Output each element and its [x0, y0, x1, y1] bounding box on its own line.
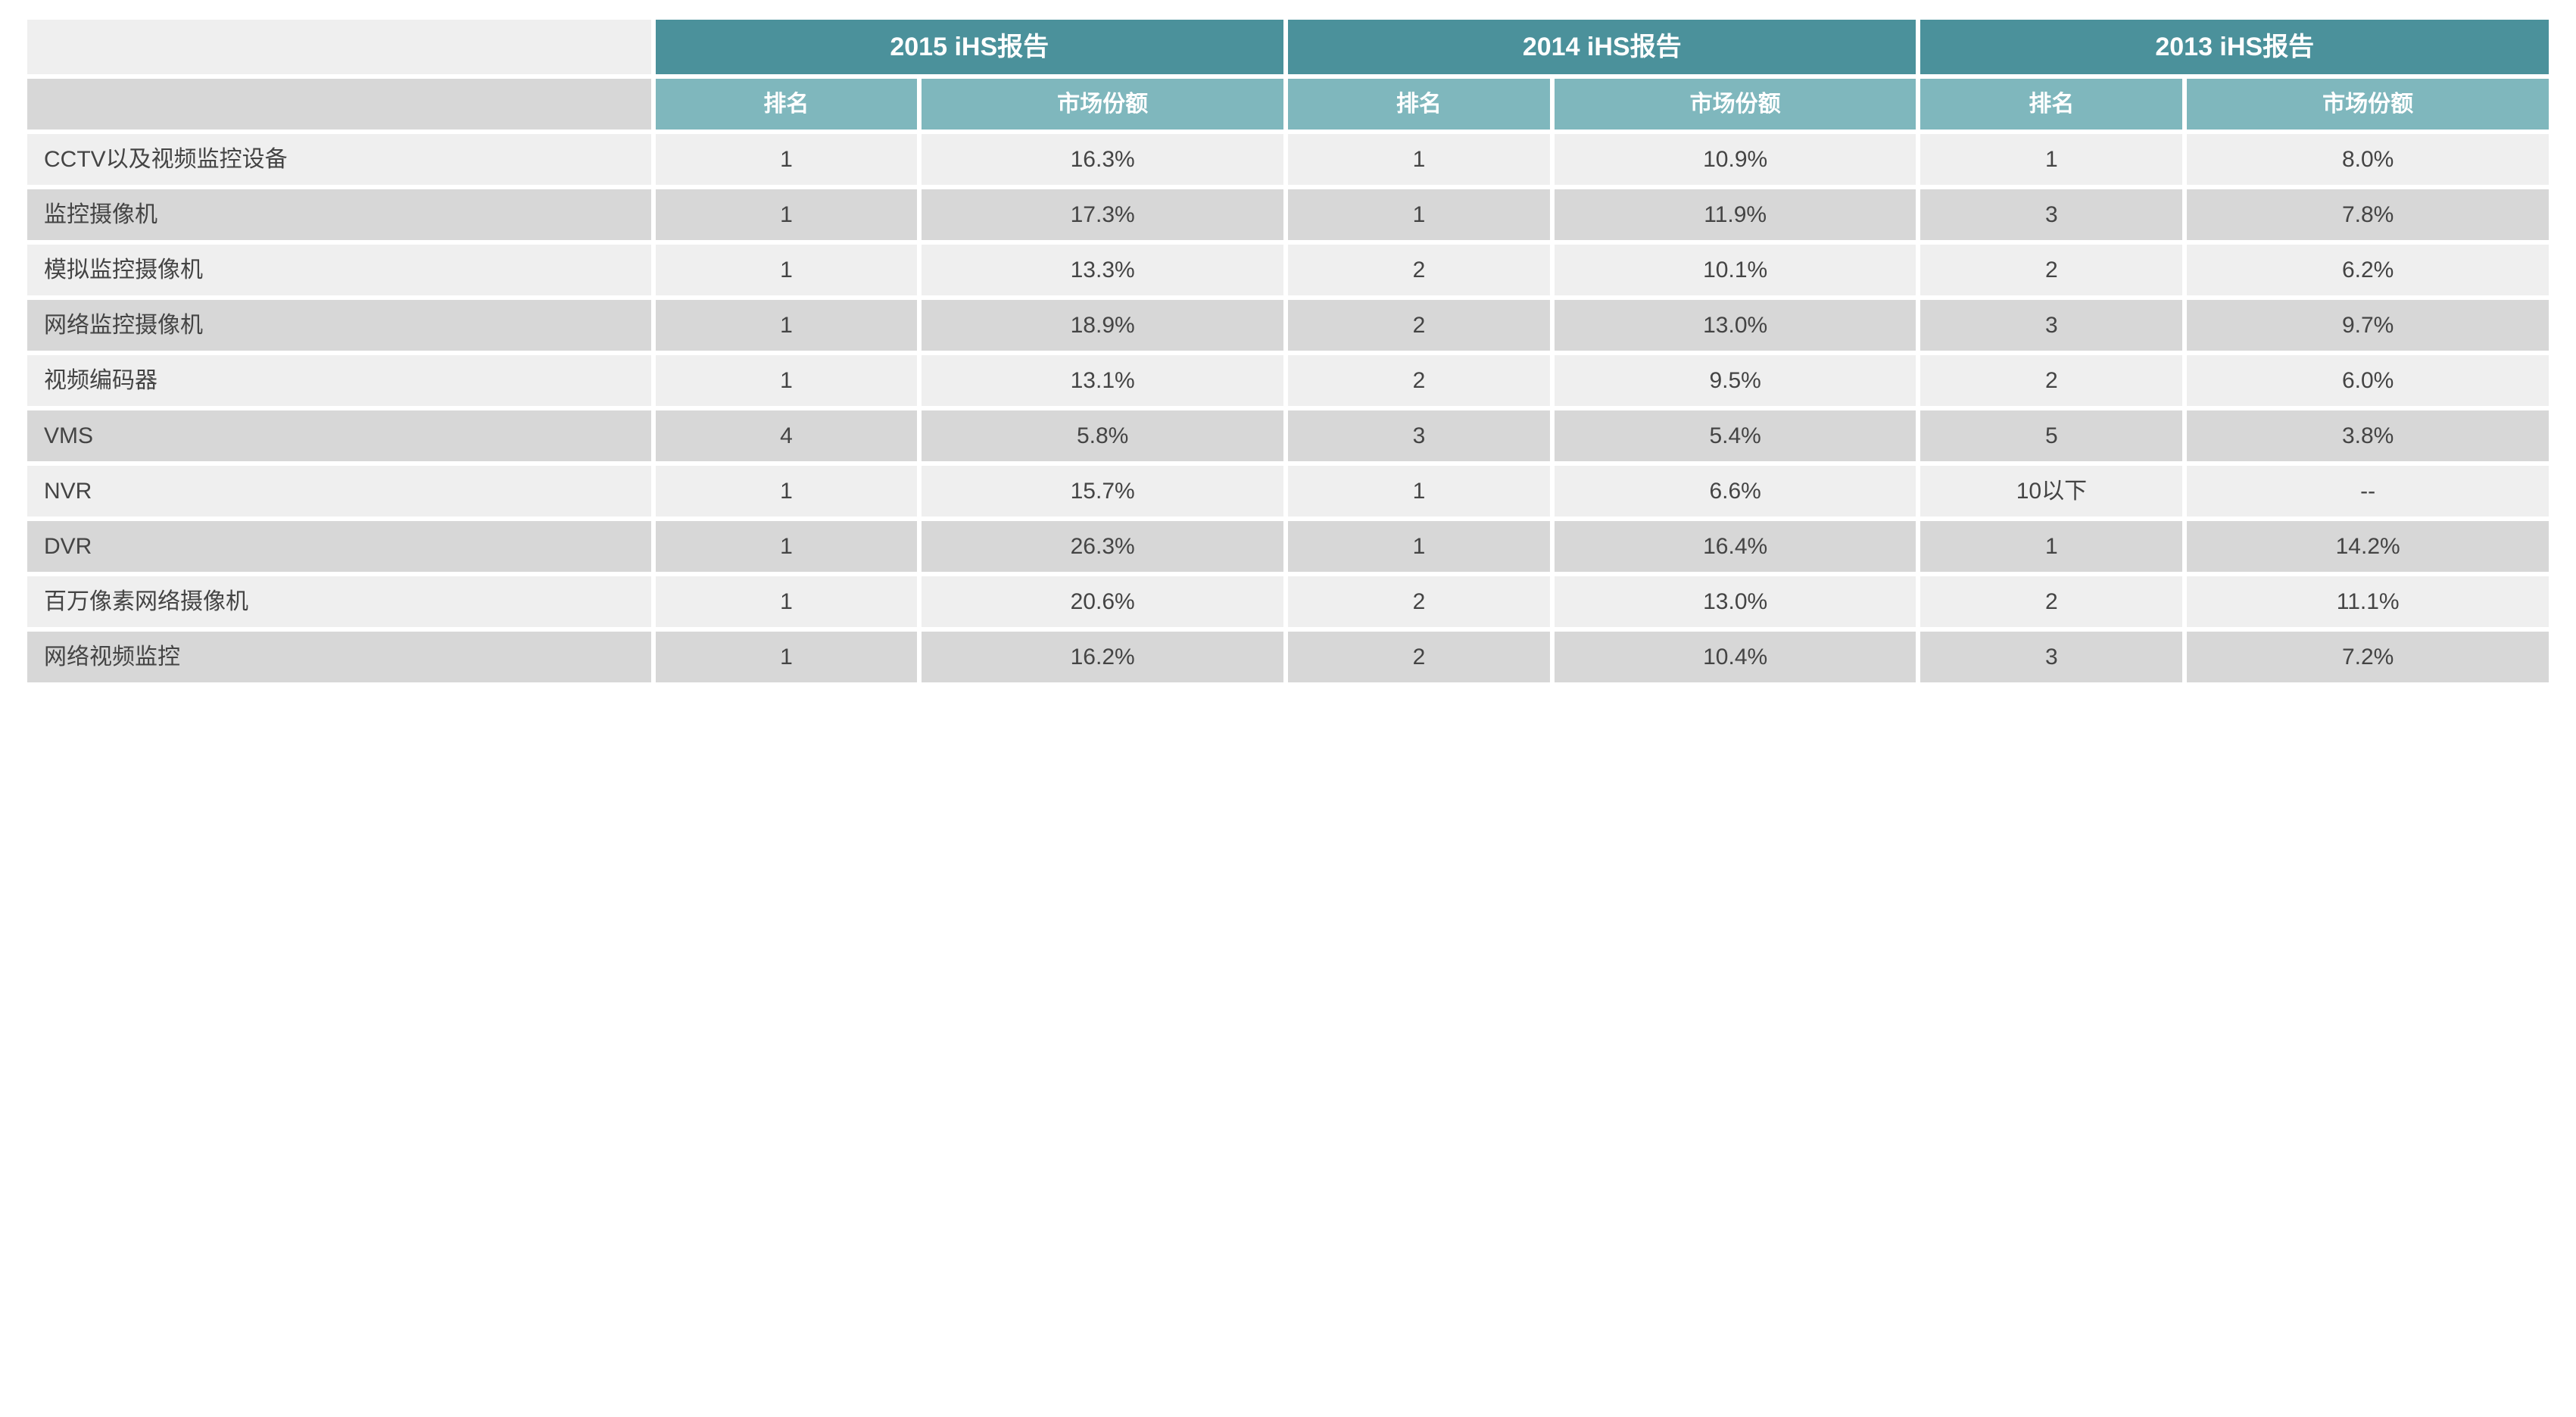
table-row: NVR 1 15.7% 1 6.6% 10以下 --: [27, 466, 2549, 517]
cell-rank: 3: [1920, 632, 2182, 682]
header-share-2014: 市场份额: [1555, 79, 1916, 130]
cell-share: 17.3%: [922, 189, 1283, 240]
cell-share: 7.8%: [2187, 189, 2549, 240]
cell-share: 13.0%: [1555, 300, 1916, 351]
cell-rank: 1: [1288, 521, 1550, 572]
cell-share: 5.4%: [1555, 410, 1916, 461]
cell-share: 13.3%: [922, 245, 1283, 295]
table-row: DVR 1 26.3% 1 16.4% 1 14.2%: [27, 521, 2549, 572]
row-label: 网络监控摄像机: [27, 300, 651, 351]
header-year-2013: 2013 iHS报告: [1920, 20, 2549, 74]
cell-rank: 2: [1288, 576, 1550, 627]
cell-share: 13.0%: [1555, 576, 1916, 627]
table-body: CCTV以及视频监控设备 1 16.3% 1 10.9% 1 8.0% 监控摄像…: [27, 134, 2549, 682]
cell-rank: 2: [1920, 355, 2182, 406]
cell-rank: 1: [1920, 134, 2182, 185]
row-label: 监控摄像机: [27, 189, 651, 240]
table-row: VMS 4 5.8% 3 5.4% 5 3.8%: [27, 410, 2549, 461]
header-row-years: 2015 iHS报告 2014 iHS报告 2013 iHS报告: [27, 20, 2549, 74]
cell-rank: 2: [1920, 576, 2182, 627]
cell-share: 9.5%: [1555, 355, 1916, 406]
cell-share: 26.3%: [922, 521, 1283, 572]
header-rank-2013: 排名: [1920, 79, 2182, 130]
table-row: 网络视频监控 1 16.2% 2 10.4% 3 7.2%: [27, 632, 2549, 682]
cell-rank: 1: [656, 632, 918, 682]
table-row: 监控摄像机 1 17.3% 1 11.9% 3 7.8%: [27, 189, 2549, 240]
cell-share: 11.9%: [1555, 189, 1916, 240]
cell-rank: 3: [1920, 189, 2182, 240]
table-row: 百万像素网络摄像机 1 20.6% 2 13.0% 2 11.1%: [27, 576, 2549, 627]
header-rank-2014: 排名: [1288, 79, 1550, 130]
cell-share: 11.1%: [2187, 576, 2549, 627]
cell-rank: 2: [1288, 300, 1550, 351]
cell-rank: 1: [656, 134, 918, 185]
cell-rank: 1: [656, 300, 918, 351]
cell-share: 14.2%: [2187, 521, 2549, 572]
row-label: NVR: [27, 466, 651, 517]
cell-share: 10.4%: [1555, 632, 1916, 682]
row-label: 模拟监控摄像机: [27, 245, 651, 295]
cell-share: 16.2%: [922, 632, 1283, 682]
cell-rank: 2: [1288, 632, 1550, 682]
cell-share: --: [2187, 466, 2549, 517]
row-label: 网络视频监控: [27, 632, 651, 682]
cell-share: 15.7%: [922, 466, 1283, 517]
row-label: 百万像素网络摄像机: [27, 576, 651, 627]
header-blank-sub: [27, 79, 651, 130]
header-share-2015: 市场份额: [922, 79, 1283, 130]
header-year-2014: 2014 iHS报告: [1288, 20, 1916, 74]
cell-rank: 5: [1920, 410, 2182, 461]
cell-share: 7.2%: [2187, 632, 2549, 682]
cell-rank: 1: [656, 521, 918, 572]
table-row: 视频编码器 1 13.1% 2 9.5% 2 6.0%: [27, 355, 2549, 406]
header-year-2015: 2015 iHS报告: [656, 20, 1283, 74]
header-row-sub: 排名 市场份额 排名 市场份额 排名 市场份额: [27, 79, 2549, 130]
cell-rank: 1: [656, 466, 918, 517]
cell-share: 6.2%: [2187, 245, 2549, 295]
table-row: CCTV以及视频监控设备 1 16.3% 1 10.9% 1 8.0%: [27, 134, 2549, 185]
cell-share: 13.1%: [922, 355, 1283, 406]
cell-rank: 3: [1288, 410, 1550, 461]
cell-rank: 1: [1288, 134, 1550, 185]
cell-rank: 1: [656, 245, 918, 295]
cell-rank: 1: [1920, 521, 2182, 572]
cell-share: 5.8%: [922, 410, 1283, 461]
header-blank-top: [27, 20, 651, 74]
cell-share: 9.7%: [2187, 300, 2549, 351]
cell-rank: 1: [656, 189, 918, 240]
cell-rank: 1: [1288, 189, 1550, 240]
table-row: 网络监控摄像机 1 18.9% 2 13.0% 3 9.7%: [27, 300, 2549, 351]
cell-rank: 2: [1920, 245, 2182, 295]
row-label: VMS: [27, 410, 651, 461]
cell-rank: 2: [1288, 245, 1550, 295]
cell-share: 10.9%: [1555, 134, 1916, 185]
ihs-report-table: 2015 iHS报告 2014 iHS报告 2013 iHS报告 排名 市场份额…: [23, 15, 2553, 687]
cell-rank: 10以下: [1920, 466, 2182, 517]
cell-rank: 3: [1920, 300, 2182, 351]
cell-share: 6.0%: [2187, 355, 2549, 406]
header-share-2013: 市场份额: [2187, 79, 2549, 130]
cell-rank: 1: [1288, 466, 1550, 517]
row-label: 视频编码器: [27, 355, 651, 406]
cell-share: 18.9%: [922, 300, 1283, 351]
row-label: DVR: [27, 521, 651, 572]
cell-rank: 4: [656, 410, 918, 461]
row-label: CCTV以及视频监控设备: [27, 134, 651, 185]
cell-share: 16.4%: [1555, 521, 1916, 572]
cell-rank: 1: [656, 576, 918, 627]
cell-share: 16.3%: [922, 134, 1283, 185]
cell-share: 3.8%: [2187, 410, 2549, 461]
cell-share: 8.0%: [2187, 134, 2549, 185]
cell-rank: 2: [1288, 355, 1550, 406]
cell-rank: 1: [656, 355, 918, 406]
cell-share: 6.6%: [1555, 466, 1916, 517]
cell-share: 10.1%: [1555, 245, 1916, 295]
table-row: 模拟监控摄像机 1 13.3% 2 10.1% 2 6.2%: [27, 245, 2549, 295]
cell-share: 20.6%: [922, 576, 1283, 627]
header-rank-2015: 排名: [656, 79, 918, 130]
